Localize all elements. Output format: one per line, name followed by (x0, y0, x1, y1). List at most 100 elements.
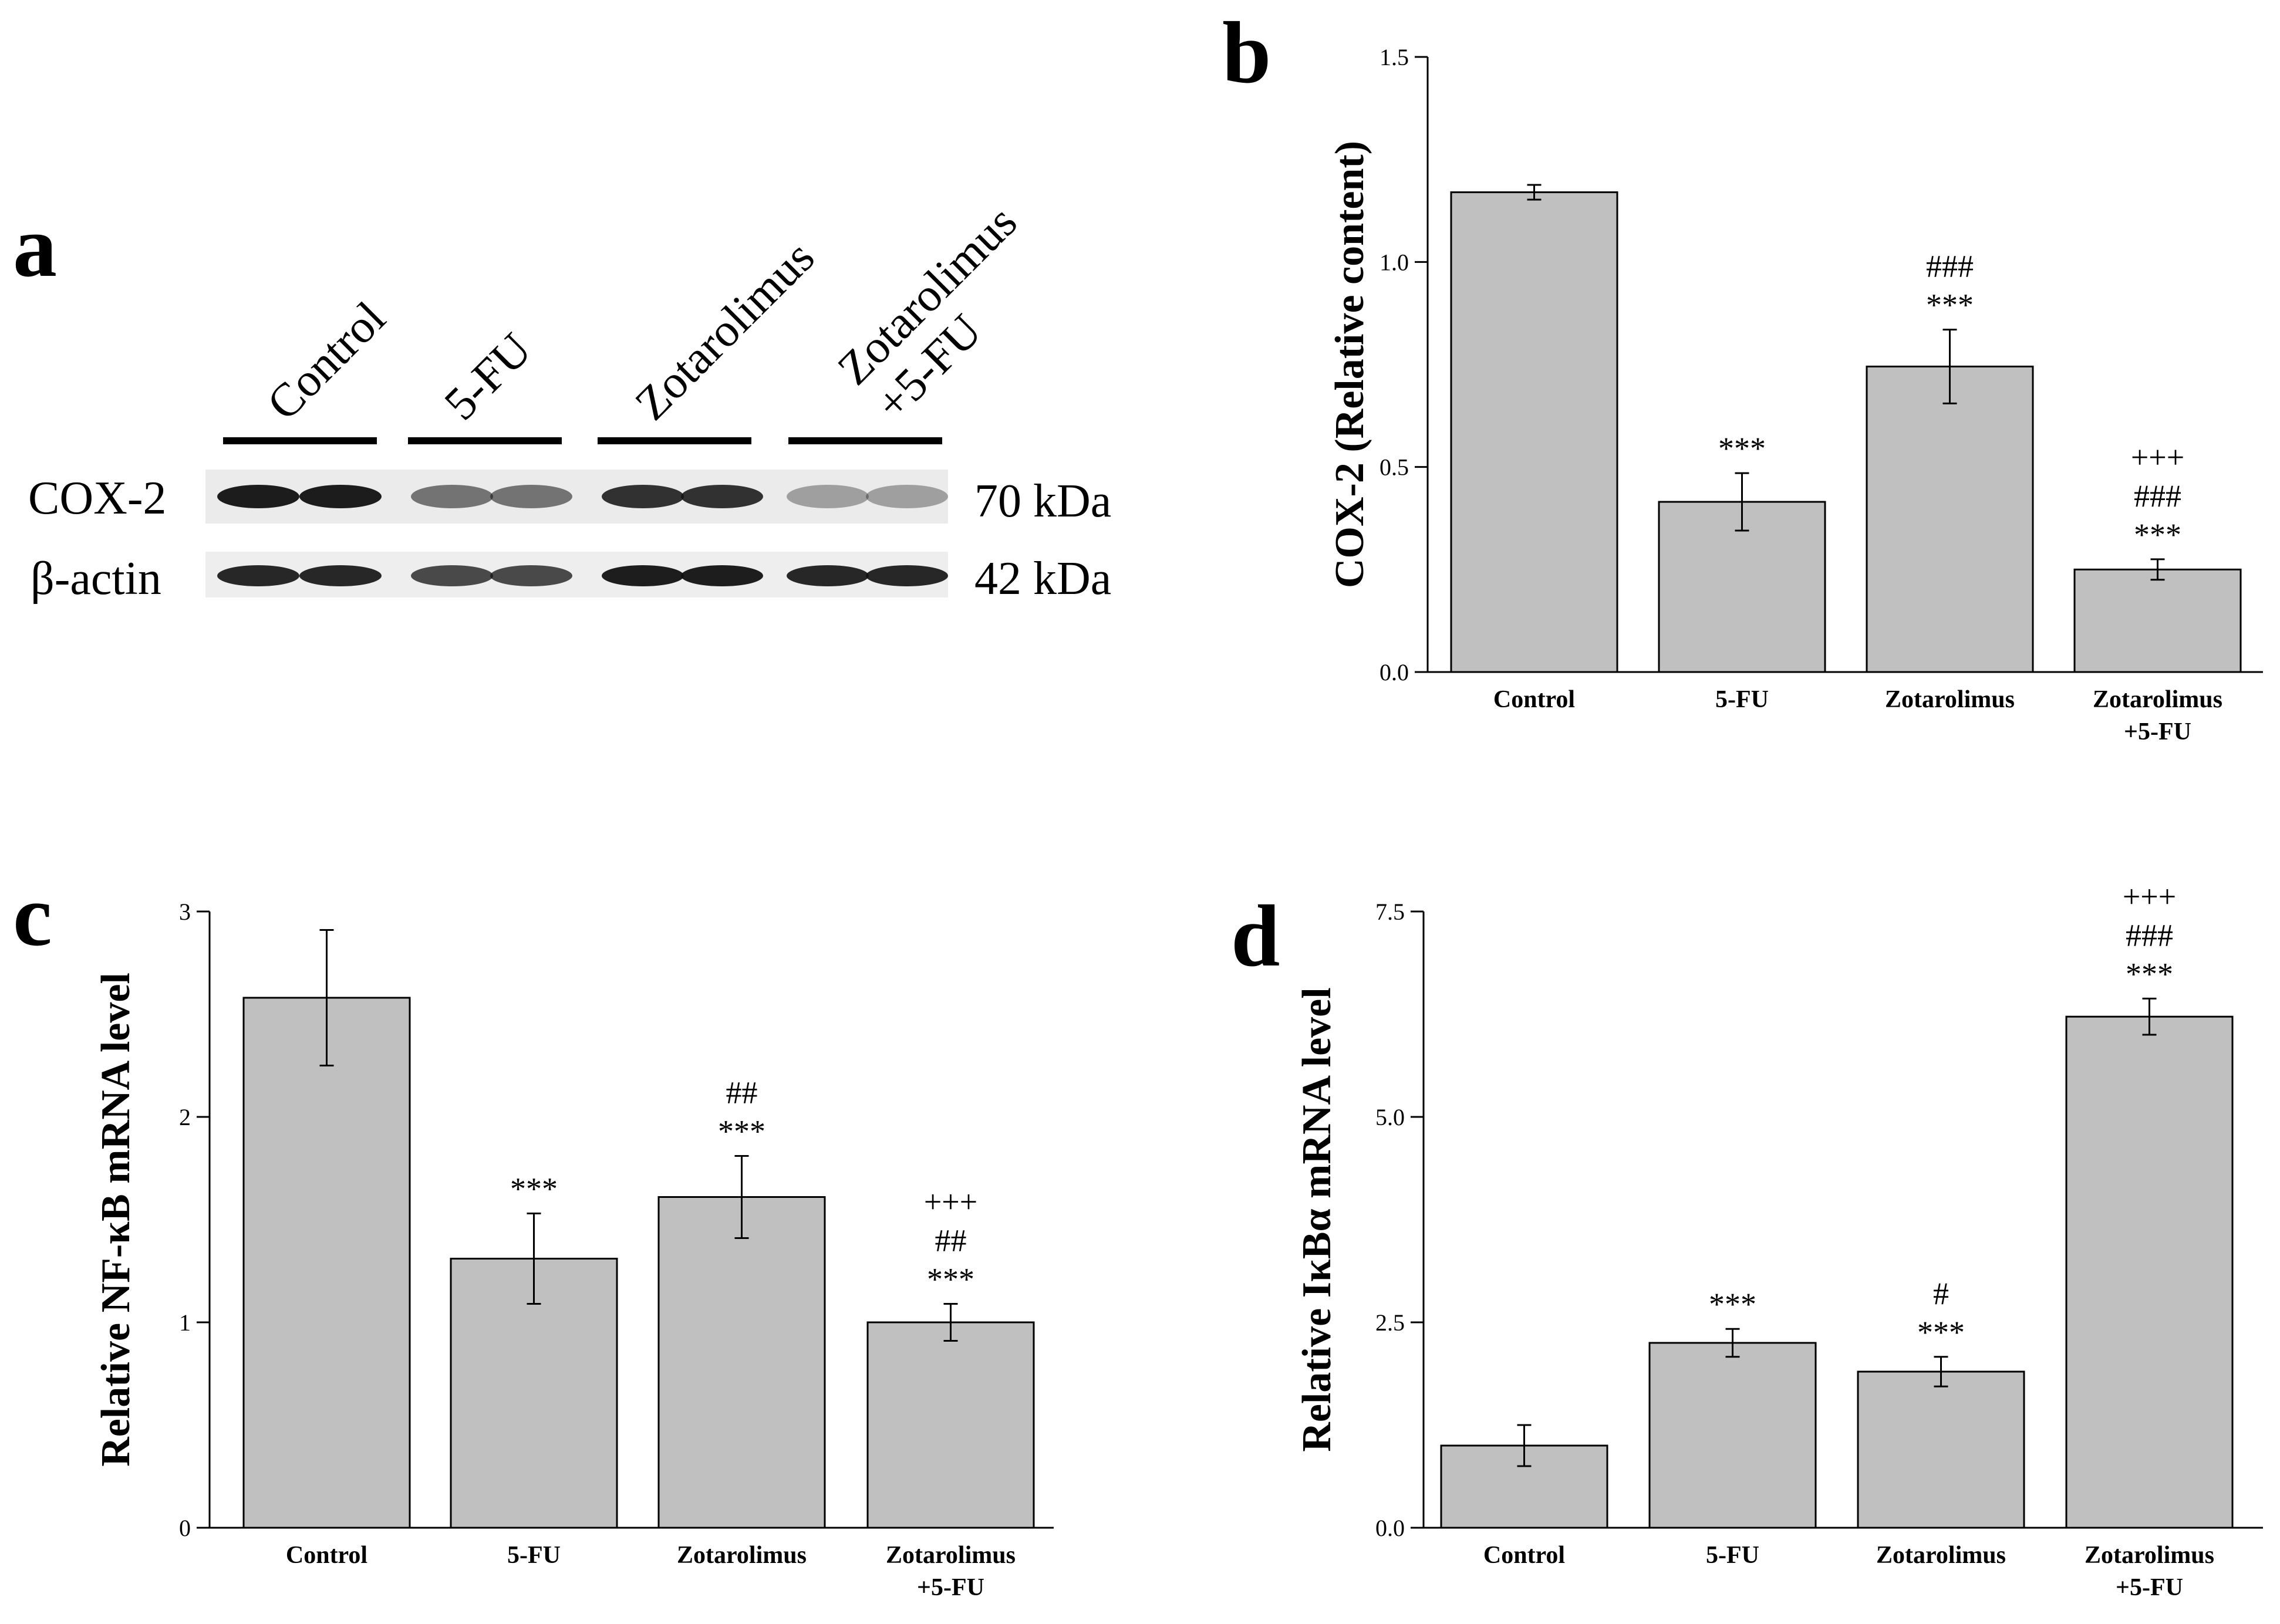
category-label-b-4: +5-FU (2124, 718, 2191, 745)
bar-d-4 (2065, 1015, 2234, 1529)
y-ticks-c: 0 1 2 3 (179, 899, 210, 1541)
blot-band-actin-4 (490, 565, 572, 586)
category-label-c-4: +5-FU (917, 1574, 984, 1601)
bar-d-3 (1857, 1370, 2025, 1529)
blot-bands (217, 485, 948, 586)
blot-size-label-actin: 42 kDa (974, 553, 1111, 605)
panel-letter-d: d (1231, 887, 1280, 985)
blot-band-actin-3 (411, 565, 493, 586)
y-axis-label-b: COX-2 (Relative content) (1327, 141, 1372, 588)
y-ticks-d: 0.0 2.5 5.0 7.5 (1375, 899, 1424, 1541)
panel-c-nfkb-chart: c Relative NF-κB mRNA level 0 1 2 3 *** ## **… (13, 867, 1054, 1601)
panel-letter-c: c (13, 867, 52, 964)
blot-band-actin-8 (866, 565, 948, 586)
group-bar-5fu (408, 437, 562, 444)
lane-label-control: Control (258, 292, 396, 430)
group-bar-control (223, 437, 377, 444)
category-labels-d: Control 5-FU Zotarolimus Zotarolimus +5-FU (1483, 1542, 2214, 1601)
blot-size-label-cox2: 70 kDa (974, 475, 1111, 527)
y-tick-label-c: 0 (179, 1515, 191, 1541)
y-tick-label-b: 1.0 (1380, 249, 1409, 275)
significance-marker-c-4: *** (927, 1262, 974, 1297)
bar-c-1 (242, 997, 411, 1529)
panel-d-ikba-chart: d Relative IκBα mRNA level 0.02.55.07.5 … (1231, 879, 2263, 1601)
significance-marker-d-4: *** (2126, 956, 2173, 991)
significance-marker-d-4: ### (2126, 917, 2173, 953)
y-tick-label-d: 2.5 (1375, 1309, 1405, 1336)
category-label-c-1: Control (286, 1542, 367, 1569)
bar-d-2 (1648, 1342, 1817, 1529)
significance-marker-c-2: *** (510, 1171, 558, 1207)
category-label-d-4: +5-FU (2116, 1574, 2183, 1601)
significance-marker-b-4: +++ (2131, 440, 2184, 475)
significance-marker-d-2: *** (1709, 1287, 1756, 1322)
blot-band-actin-2 (299, 565, 382, 586)
blot-band-cox2-5 (602, 485, 684, 508)
blot-band-cox2-7 (787, 485, 869, 508)
significance-marker-d-4: +++ (2123, 879, 2176, 914)
blot-band-actin-6 (681, 565, 763, 586)
category-label-c-2: 5-FU (507, 1542, 561, 1569)
significance-marker-d-3: *** (1917, 1315, 1965, 1350)
y-tick-label-c: 3 (179, 899, 191, 925)
panel-b-cox2-chart: b COX-2 (Relative content) 0.00.51.01.5 … (1222, 4, 2263, 745)
category-label-b-4: Zotarolimus (2093, 686, 2222, 713)
bars-b: ***###***+++###*** (1450, 184, 2242, 673)
y-tick-label-d: 7.5 (1375, 899, 1405, 925)
bar-b-3 (1866, 365, 2034, 673)
significance-marker-c-3: ## (726, 1075, 758, 1110)
blot-row-label-cox2: COX-2 (28, 472, 167, 524)
blot-band-cox2-2 (299, 485, 382, 508)
panel-letter-a: a (13, 198, 57, 295)
blot-band-actin-7 (787, 565, 869, 586)
category-label-d-3: Zotarolimus (1876, 1542, 2006, 1569)
significance-marker-b-3: *** (1926, 288, 1974, 323)
bars-c: ***##***+++##*** (242, 929, 1035, 1529)
panel-a-western-blot: a Control 5-FU Zotarolimus Zotarolimus +… (13, 196, 1111, 605)
y-tick-label-c: 2 (179, 1104, 191, 1130)
category-labels-b: Control 5-FU Zotarolimus Zotarolimus +5-FU (1493, 686, 2222, 745)
blot-band-cox2-1 (217, 485, 299, 508)
category-label-d-2: 5-FU (1706, 1542, 1759, 1569)
panel-letter-b: b (1222, 4, 1271, 102)
y-tick-label-d: 0.0 (1375, 1515, 1405, 1541)
bar-c-4 (866, 1321, 1035, 1529)
y-tick-label-b: 0.5 (1380, 454, 1409, 481)
group-bar-zotarolimus (598, 437, 751, 444)
blot-band-actin-5 (602, 565, 684, 586)
significance-marker-b-2: *** (1718, 431, 1766, 466)
category-labels-c: Control 5-FU Zotarolimus Zotarolimus +5-FU (286, 1542, 1016, 1601)
category-label-d-4: Zotarolimus (2085, 1542, 2214, 1569)
category-label-c-4: Zotarolimus (886, 1542, 1016, 1569)
significance-marker-b-4: ### (2134, 478, 2181, 514)
category-label-b-3: Zotarolimus (1885, 686, 2015, 713)
category-label-d-1: Control (1483, 1542, 1565, 1569)
lane-label-5fu: 5-FU (435, 323, 542, 430)
y-tick-label-c: 1 (179, 1309, 191, 1336)
bar-b-4 (2073, 568, 2242, 673)
significance-marker-c-4: +++ (924, 1184, 977, 1220)
bar-b-1 (1450, 191, 1618, 673)
blot-band-cox2-3 (411, 485, 493, 508)
y-ticks-b: 0.0 0.5 1.0 1.5 (1380, 44, 1428, 686)
category-label-b-1: Control (1493, 686, 1575, 713)
y-axis-label-d: Relative IκBα mRNA level (1294, 987, 1340, 1451)
blot-row-label-actin: β-actin (31, 553, 161, 605)
blot-band-actin-1 (217, 565, 299, 586)
y-tick-label-d: 5.0 (1375, 1104, 1405, 1130)
significance-marker-c-4: ## (935, 1223, 967, 1258)
significance-marker-b-4: *** (2134, 517, 2181, 552)
y-tick-label-b: 0.0 (1380, 659, 1409, 686)
category-label-b-2: 5-FU (1715, 686, 1769, 713)
bar-c-3 (657, 1196, 826, 1529)
y-tick-label-b: 1.5 (1380, 44, 1409, 70)
category-label-c-3: Zotarolimus (677, 1542, 807, 1569)
blot-band-cox2-8 (866, 485, 948, 508)
significance-marker-d-3: # (1933, 1276, 1949, 1311)
significance-marker-b-3: ### (1926, 249, 1974, 284)
group-bar-combo (788, 437, 942, 444)
blot-band-cox2-6 (681, 485, 763, 508)
lane-label-zotarolimus: Zotarolimus (626, 231, 825, 430)
blot-band-cox2-4 (490, 485, 572, 508)
